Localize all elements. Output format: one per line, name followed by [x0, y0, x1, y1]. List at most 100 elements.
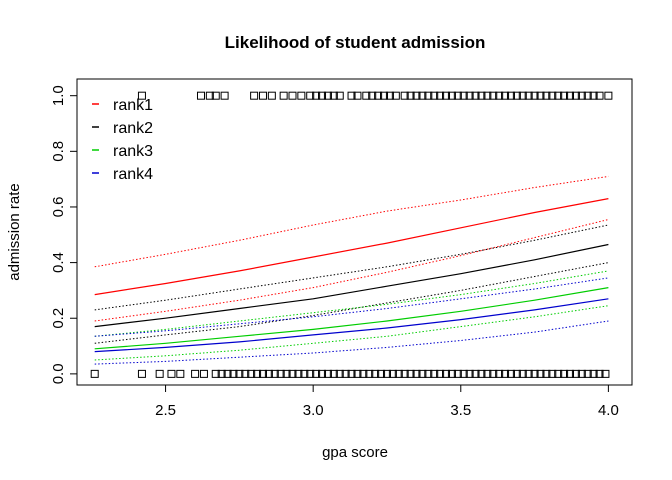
observation-point	[601, 369, 610, 378]
observation-point	[536, 91, 545, 100]
observation-point	[506, 369, 515, 378]
observation-point	[542, 91, 551, 100]
x-tick-label: 2.5	[155, 402, 176, 419]
observation-point	[368, 91, 377, 100]
y-tick-label: 0.8	[50, 141, 67, 162]
observation-point	[459, 91, 468, 100]
observation-point	[465, 369, 474, 378]
observation-point	[477, 369, 486, 378]
legend-label-rank4: rank4	[113, 166, 153, 183]
observation-point	[430, 369, 439, 378]
observation-point	[589, 91, 598, 100]
series-line-rank4	[94, 298, 609, 353]
observation-point	[589, 369, 598, 378]
observation-point	[583, 91, 592, 100]
series-upper-bound-rank2	[94, 224, 609, 311]
observation-point	[353, 369, 362, 378]
observation-point	[548, 91, 557, 100]
observation-point	[471, 91, 480, 100]
observation-point	[571, 91, 580, 100]
observation-point	[442, 91, 451, 100]
axis-ticks: 2.5 3.0 3.5 4.0 0.0 0.2 0.4 0.6 0.8 1.0	[50, 85, 619, 419]
observation-point	[577, 91, 586, 100]
observation-point	[483, 369, 492, 378]
observation-point	[264, 369, 273, 378]
observation-point	[377, 369, 386, 378]
observation-point	[483, 91, 492, 100]
observation-point	[353, 91, 362, 100]
observation-point	[542, 369, 551, 378]
observation-point	[495, 369, 504, 378]
observation-point	[418, 91, 427, 100]
observation-point	[191, 369, 200, 378]
observation-point	[501, 91, 510, 100]
observation-point	[211, 91, 220, 100]
observation-point	[465, 91, 474, 100]
observation-point	[306, 369, 315, 378]
observation-point	[560, 369, 569, 378]
observation-point	[453, 91, 462, 100]
observation-point	[453, 369, 462, 378]
observation-point	[506, 91, 515, 100]
legend-label-rank3: rank3	[113, 143, 153, 160]
series-line-rank3	[94, 287, 609, 350]
observation-point	[524, 369, 533, 378]
observation-point	[341, 369, 350, 378]
observation-point	[176, 369, 185, 378]
observation-point	[477, 91, 486, 100]
observation-point	[447, 91, 456, 100]
observation-point	[318, 91, 327, 100]
series-upper-bound-rank1	[94, 175, 609, 268]
observation-point	[530, 91, 539, 100]
observation-point	[385, 91, 394, 100]
x-tick-label: 3.5	[450, 402, 471, 419]
legend-label-rank2: rank2	[113, 120, 153, 137]
observation-point	[554, 369, 563, 378]
observation-point	[380, 91, 389, 100]
observation-point	[205, 91, 214, 100]
observation-point	[436, 369, 445, 378]
observation-point	[288, 369, 297, 378]
observation-point	[442, 369, 451, 378]
observation-point	[323, 91, 332, 100]
observation-point	[270, 369, 279, 378]
observation-point	[595, 91, 604, 100]
observation-point	[577, 369, 586, 378]
observation-point	[371, 369, 380, 378]
legend: rank1 rank2 rank3 rank4	[92, 97, 153, 183]
observation-point	[282, 369, 291, 378]
y-tick-label: 1.0	[50, 85, 67, 106]
observation-point	[566, 91, 575, 100]
observation-point	[512, 91, 521, 100]
observation-point	[294, 369, 303, 378]
observation-point	[196, 91, 205, 100]
observation-point	[335, 369, 344, 378]
observation-point	[512, 369, 521, 378]
observation-point	[548, 369, 557, 378]
y-tick-label: 0.0	[50, 363, 67, 384]
x-axis-label: gpa score	[322, 444, 388, 461]
observation-point	[229, 369, 238, 378]
observation-point	[347, 91, 356, 100]
series-line-rank2	[94, 243, 609, 328]
observation-point	[391, 91, 400, 100]
observation-point	[382, 369, 391, 378]
observation-point	[530, 369, 539, 378]
observation-point	[312, 369, 321, 378]
observation-point	[258, 369, 267, 378]
observation-point	[329, 91, 338, 100]
observation-point	[571, 369, 580, 378]
observation-point	[318, 369, 327, 378]
observation-points	[90, 91, 613, 378]
observation-point	[359, 369, 368, 378]
observation-point	[258, 91, 267, 100]
plot-frame	[76, 78, 633, 386]
observation-point	[400, 91, 409, 100]
observation-point	[288, 91, 297, 100]
observation-point	[155, 369, 164, 378]
observation-point	[406, 91, 415, 100]
y-axis-label: admission rate	[6, 183, 23, 281]
observation-point	[312, 91, 321, 100]
series-upper-bound-rank4	[94, 277, 609, 337]
